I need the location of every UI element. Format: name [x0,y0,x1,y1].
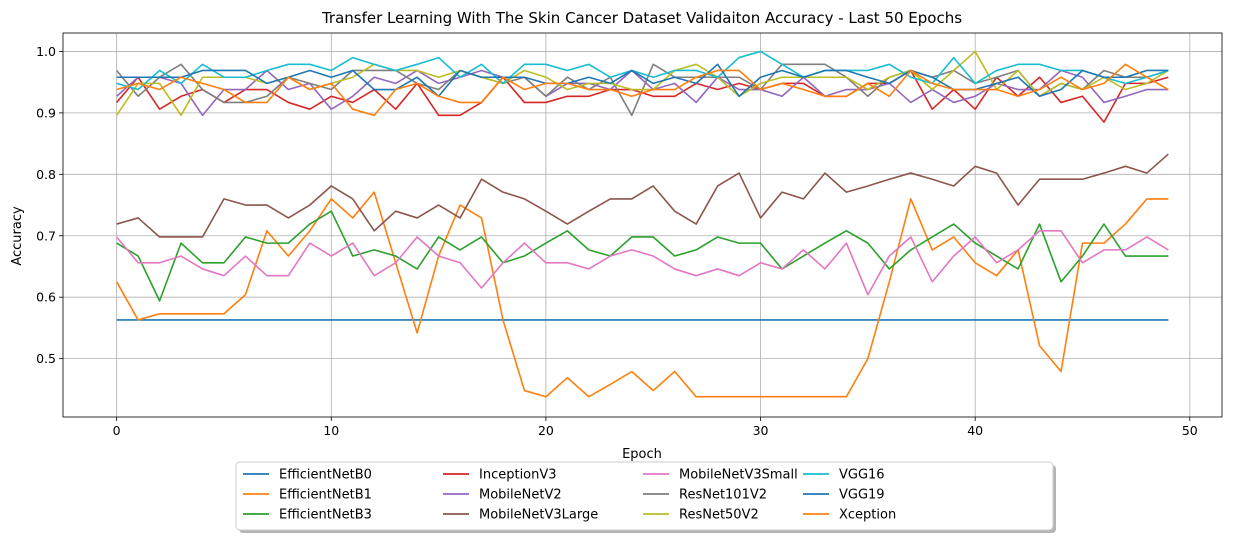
legend-label-mobilenetv3small: MobileNetV3Small [679,468,798,483]
legend-label-inceptionv3: InceptionV3 [479,468,557,483]
legend-label-vgg16: VGG16 [839,468,885,483]
plot-frame [62,32,1223,418]
legend-label-mobilenetv3large: MobileNetV3Large [479,508,598,523]
y-tick-label: 0.7 [36,228,56,243]
series-line-efficientnetb3 [116,210,1169,302]
y-tick-label: 0.9 [36,105,56,120]
series-lines [115,50,1169,398]
series-line-mobilenetv3small [116,230,1169,296]
x-tick-label: 0 [113,423,121,438]
x-tick-label: 30 [753,423,769,438]
series-line-mobilenetv3large [116,153,1169,238]
y-tick-label: 0.6 [36,290,56,305]
y-tick-label: 1.0 [36,44,56,59]
chart-title: Transfer Learning With The Skin Cancer D… [321,9,962,27]
legend-label-efficientnetb0: EfficientNetB0 [279,468,372,483]
series-line-vgg19 [116,63,1169,98]
legend-label-efficientnetb3: EfficientNetB3 [279,508,372,523]
series-line-mobilenetv2 [116,69,1169,117]
x-tick-label: 20 [538,423,554,438]
x-axis-label: Epoch [622,447,662,462]
legend-label-xception: Xception [839,508,896,523]
series-line-vgg16 [116,50,1169,91]
y-axis-label: Accuracy [10,206,25,266]
series-line-xception [116,63,1169,117]
legend-label-vgg19: VGG19 [839,488,885,503]
axis-ticks: 0 10 20 30 40 50 0.5 0.6 0.7 0.8 0.9 1.0 [36,44,1198,438]
y-tick-label: 0.5 [36,351,56,366]
legend-label-resnet50v2: ResNet50V2 [679,508,759,523]
x-tick-label: 10 [323,423,339,438]
x-tick-label: 50 [1182,423,1198,438]
legend: EfficientNetB0 EfficientNetB1 EfficientNet… [235,461,1056,533]
legend-label-efficientnetb1: EfficientNetB1 [279,488,372,503]
legend-label-mobilenetv2: MobileNetV2 [479,488,562,503]
series-line-efficientnetb1 [115,191,1169,398]
legend-label-resnet101v2: ResNet101V2 [679,488,767,503]
x-tick-label: 40 [967,423,983,438]
legend-box [235,461,1054,531]
y-tick-label: 0.8 [36,167,56,182]
